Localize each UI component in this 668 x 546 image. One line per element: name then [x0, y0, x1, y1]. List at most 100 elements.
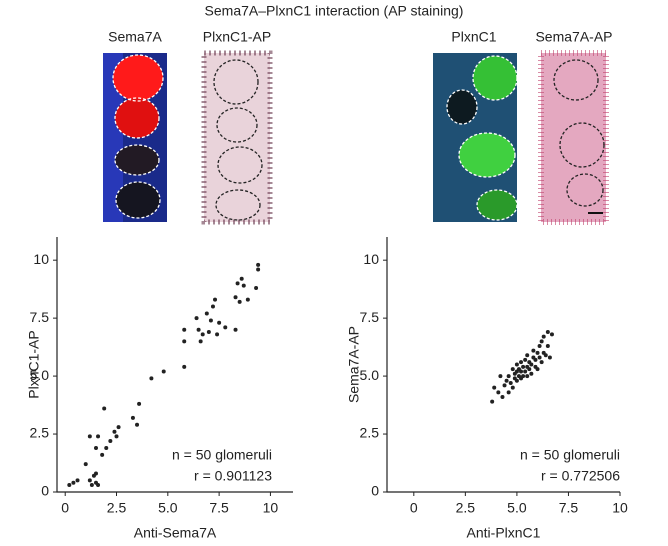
point	[498, 374, 503, 379]
point	[223, 325, 228, 330]
point	[529, 371, 534, 376]
annotation: n = 50 glomeruli	[520, 447, 620, 463]
point	[67, 483, 72, 488]
point	[241, 283, 246, 288]
point	[100, 452, 105, 457]
point	[83, 462, 88, 467]
point	[547, 355, 552, 360]
point	[235, 281, 240, 286]
point	[233, 327, 238, 332]
figure-title: Sema7A–PlxnC1 interaction (AP staining)	[205, 3, 464, 19]
point	[237, 299, 242, 304]
x-tick-label: 2.5	[107, 500, 127, 516]
x-tick-label: 2.5	[456, 500, 476, 516]
point	[519, 360, 524, 365]
point	[533, 357, 538, 362]
point	[108, 439, 113, 443]
point	[545, 330, 550, 335]
point	[254, 286, 259, 290]
annotation: n = 50 glomeruli	[172, 447, 272, 463]
point	[93, 445, 98, 450]
point	[521, 364, 526, 369]
point	[89, 483, 94, 488]
micrograph-sema7a	[103, 53, 167, 222]
micrograph-plxnc1-ap	[201, 50, 273, 225]
point	[87, 478, 92, 483]
point	[135, 422, 140, 427]
point	[514, 378, 519, 383]
y-tick-label: 2.5	[30, 425, 50, 441]
point	[525, 353, 530, 358]
x-axis-label: Anti-Sema7A	[134, 525, 217, 541]
point	[75, 478, 80, 483]
point	[213, 297, 218, 302]
y-tick-label: 7.5	[30, 309, 50, 325]
y-tick-label: 5.0	[360, 367, 380, 383]
x-tick-label: 0	[410, 500, 418, 516]
point	[541, 334, 546, 339]
x-tick-label: 0	[61, 500, 69, 516]
point	[198, 339, 203, 344]
point	[256, 262, 261, 267]
point	[206, 330, 211, 335]
point	[208, 318, 213, 323]
point	[116, 425, 121, 430]
point	[502, 383, 507, 388]
point	[508, 381, 513, 386]
point	[519, 369, 524, 374]
x-tick-label: 10	[612, 500, 628, 516]
point	[137, 401, 142, 406]
point	[182, 364, 187, 369]
x-axis-label: Anti-PlxnC1	[467, 525, 541, 541]
y-tick-label: 5.0	[30, 367, 50, 383]
x-tick-label: 5.0	[507, 500, 527, 516]
point	[500, 394, 505, 399]
point	[182, 327, 187, 332]
image-label: Sema7A	[108, 29, 162, 45]
point	[200, 332, 205, 337]
point	[114, 434, 119, 439]
y-axis-label: Sema7A-AP	[346, 326, 362, 403]
point	[525, 374, 530, 379]
image-label: PlxnC1-AP	[203, 29, 271, 45]
y-tick-label: 10	[363, 251, 379, 267]
point	[537, 355, 542, 360]
annotation: r = 0.901123	[194, 468, 272, 484]
point	[210, 304, 215, 309]
point	[233, 295, 238, 300]
y-tick-label: 0	[371, 483, 379, 499]
point	[539, 339, 544, 344]
x-tick-label: 7.5	[559, 500, 579, 516]
point	[510, 367, 515, 372]
x-tick-label: 5.0	[158, 500, 178, 516]
point	[537, 343, 542, 348]
point	[96, 434, 101, 439]
point	[543, 353, 548, 358]
point	[529, 362, 534, 367]
y-tick-label: 10	[33, 251, 49, 267]
point	[523, 357, 528, 362]
point	[521, 374, 526, 379]
point	[161, 369, 166, 374]
point	[96, 483, 101, 488]
point	[506, 374, 511, 379]
point	[535, 350, 540, 355]
point	[204, 311, 209, 316]
point	[514, 362, 519, 367]
point	[217, 320, 222, 325]
point	[490, 399, 495, 404]
point	[112, 429, 117, 434]
point	[93, 471, 98, 476]
image-label: Sema7A-AP	[535, 29, 612, 45]
point	[104, 445, 109, 450]
point	[535, 367, 540, 372]
point	[102, 406, 107, 411]
point	[539, 360, 544, 365]
micrograph-sema7a-ap	[538, 50, 609, 225]
point	[245, 297, 250, 302]
y-axis-label: PlxnC1-AP	[26, 330, 42, 398]
point	[256, 267, 261, 272]
point	[87, 434, 92, 439]
point	[182, 339, 187, 344]
x-tick-label: 7.5	[209, 500, 229, 516]
